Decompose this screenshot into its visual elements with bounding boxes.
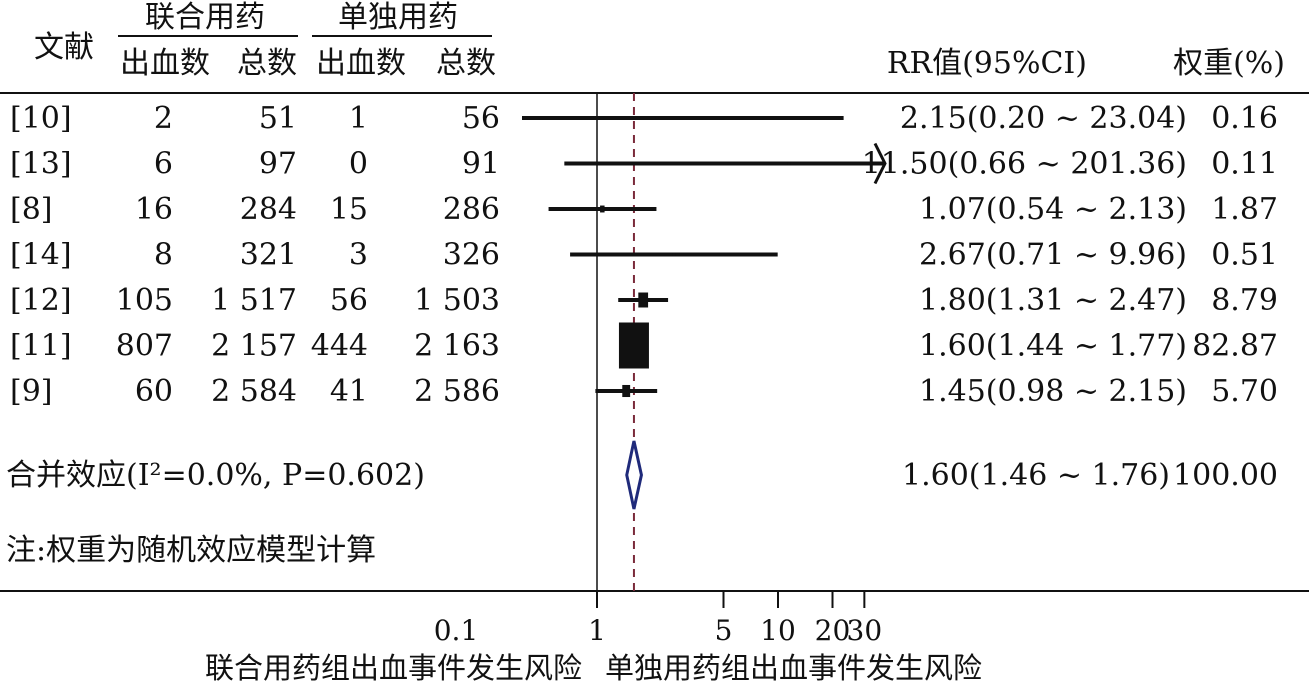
header-single-bleeding: 出血数 (316, 46, 406, 81)
header-single-total: 总数 (436, 46, 496, 81)
single-total-count: 326 (443, 238, 500, 273)
point-estimate-box (638, 292, 649, 308)
combined-total-count: 51 (259, 101, 297, 136)
combined-bleeding-count: 8 (154, 238, 173, 273)
header-combined-total: 总数 (237, 46, 297, 81)
pooled-weight-value: 100.00 (1173, 458, 1278, 493)
single-bleeding-count: 1 (349, 101, 368, 136)
point-estimate-box (655, 116, 659, 120)
combined-total-count: 2 157 (211, 329, 297, 364)
single-bleeding-count: 444 (311, 329, 368, 364)
study-label: [14] (10, 238, 72, 273)
header-rr: RR值(95%CI) (887, 46, 1087, 81)
x-label-left: 联合用药组出血事件发生风险 (205, 651, 582, 685)
single-total-count: 56 (462, 101, 500, 136)
combined-bleeding-count: 60 (135, 374, 173, 409)
study-row: [10] 2 51 1 56 2.15(0.20 ~ 23.04) 0.16 (10, 101, 1278, 136)
single-total-count: 91 (462, 147, 500, 182)
study-row: [11] 807 2 157 444 2 163 1.60(1.44 ~ 1.77) 82.… (10, 322, 1278, 369)
combined-bleeding-count: 105 (116, 283, 173, 318)
study-row: [9] 60 2 584 41 2 586 1.45(0.98 ~ 2.15) 5.70 (10, 374, 1278, 409)
study-label: [13] (10, 147, 72, 182)
pooled-rr-ci-value: 1.60(1.46 ~ 1.76) (902, 458, 1170, 493)
ci-arrow (873, 142, 887, 185)
combined-total-count: 97 (259, 147, 297, 182)
weight-value: 0.51 (1211, 238, 1278, 273)
rr-ci-value: 1.80(1.31 ~ 2.47) (919, 283, 1187, 318)
pooled-diamond (625, 440, 643, 510)
rr-ci-value: 1.07(0.54 ~ 2.13) (919, 192, 1187, 227)
combined-bleeding-count: 16 (135, 192, 173, 227)
x-tick-label: 20 (815, 614, 851, 647)
x-tick-label: 10 (760, 614, 796, 647)
study-label: [8] (10, 192, 53, 227)
x-tick-label: 0.1 (434, 614, 479, 647)
study-row: [8] 16 284 15 286 1.07(0.54 ~ 2.13) 1.87 (10, 192, 1278, 227)
single-bleeding-count: 56 (330, 283, 368, 318)
single-total-count: 2 586 (414, 374, 500, 409)
note: 注:权重为随机效应模型计算 (6, 533, 376, 568)
study-label: [9] (10, 374, 53, 409)
rr-ci-value: 2.15(0.20 ~ 23.04) (900, 101, 1187, 136)
header-weight: 权重(%) (1173, 46, 1285, 81)
point-estimate-box (672, 252, 676, 257)
combined-bleeding-count: 807 (116, 329, 173, 364)
combined-total-count: 284 (240, 192, 297, 227)
combined-bleeding-count: 6 (154, 147, 173, 182)
header-single-group: 单独用药 (338, 0, 458, 35)
single-bleeding-count: 41 (330, 374, 368, 409)
weight-value: 8.79 (1211, 283, 1278, 318)
study-row: [13] 6 97 0 91 11.50(0.66 ~ 201.36) 0.11 (10, 142, 1278, 185)
combined-total-count: 321 (240, 238, 297, 273)
rr-ci-value: 1.45(0.98 ~ 2.15) (919, 374, 1187, 409)
pooled-label: 合并效应(I²=0.0%, P=0.602) (6, 458, 425, 493)
single-bleeding-count: 3 (349, 238, 368, 273)
point-estimate-box (618, 322, 649, 369)
rr-ci-value: 1.60(1.44 ~ 1.77) (919, 329, 1187, 364)
single-bleeding-count: 0 (349, 147, 368, 182)
study-label: [10] (10, 101, 72, 136)
rr-ci-value: 11.50(0.66 ~ 201.36) (862, 147, 1187, 182)
study-label: [12] (10, 283, 72, 318)
study-rows: [10] 2 51 1 56 2.15(0.20 ~ 23.04) 0.16 [13] 6 97 0… (10, 101, 1278, 409)
study-row: [12] 105 1 517 56 1 503 1.80(1.31 ~ 2.47) 8.79 (10, 283, 1278, 318)
combined-total-count: 1 517 (211, 283, 297, 318)
combined-total-count: 2 584 (211, 374, 297, 409)
header-combined-group: 联合用药 (145, 0, 265, 35)
header-combined-bleeding: 出血数 (120, 46, 210, 81)
weight-value: 1.87 (1211, 192, 1278, 227)
header-study: 文献 (34, 30, 94, 65)
pooled-row: 合并效应(I²=0.0%, P=0.602) 1.60(1.46 ~ 1.76) 1… (6, 440, 1278, 510)
rr-ci-value: 2.67(0.71 ~ 9.96) (919, 238, 1187, 273)
single-total-count: 1 503 (414, 283, 500, 318)
point-estimate-box (622, 384, 631, 398)
study-row: [14] 8 321 3 326 2.67(0.71 ~ 9.96) 0.51 (10, 238, 1278, 273)
single-bleeding-count: 15 (330, 192, 368, 227)
weight-value: 0.16 (1211, 101, 1278, 136)
weight-value: 0.11 (1211, 147, 1278, 182)
study-label: [11] (10, 329, 72, 364)
x-tick-label: 30 (847, 614, 883, 647)
weight-value: 82.87 (1192, 329, 1278, 364)
x-tick-label: 1 (588, 614, 606, 647)
combined-bleeding-count: 2 (154, 101, 173, 136)
point-estimate-box (787, 162, 791, 165)
single-total-count: 2 163 (414, 329, 500, 364)
weight-value: 5.70 (1211, 374, 1278, 409)
x-label-right: 单独用药组出血事件发生风险 (605, 651, 982, 685)
point-estimate-box (600, 205, 605, 213)
x-tick-label: 5 (715, 614, 733, 647)
single-total-count: 286 (443, 192, 500, 227)
